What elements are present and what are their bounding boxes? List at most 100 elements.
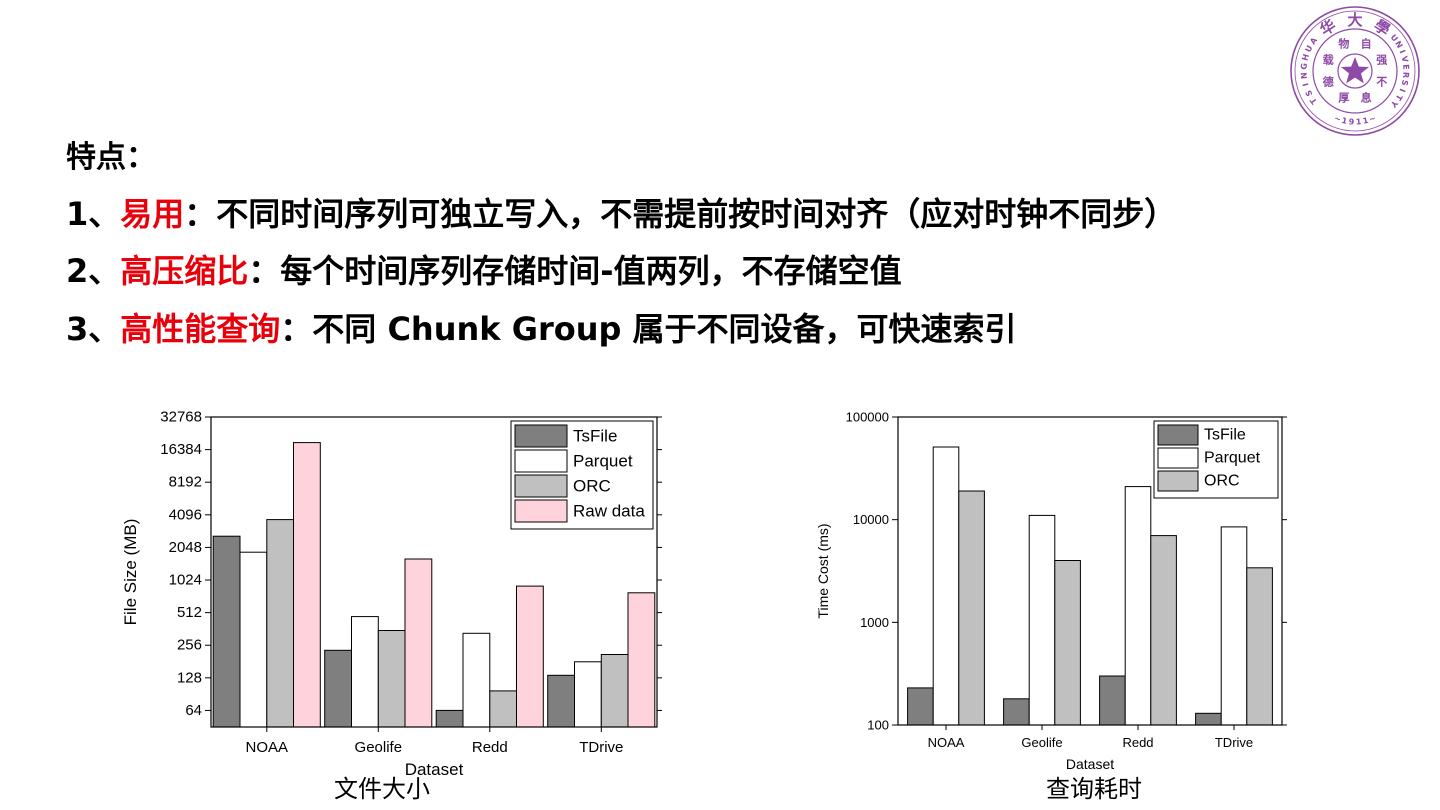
x-tick-label: Redd bbox=[472, 739, 508, 756]
y-axis-title: File Size (MB) bbox=[121, 519, 140, 626]
bar-parquet-tdrive bbox=[1220, 526, 1248, 726]
point-highlight: 高压缩比 bbox=[120, 252, 249, 290]
bar-tsfile-tdrive bbox=[547, 674, 576, 728]
bar-raw-data-redd bbox=[516, 585, 544, 728]
seal-glyph: R bbox=[1401, 72, 1410, 79]
seal-glyph: 自 bbox=[1361, 37, 1372, 51]
bar-parquet-redd bbox=[1124, 486, 1152, 726]
x-axis-title: Dataset bbox=[1066, 756, 1114, 772]
y-tick-label: 1000 bbox=[860, 615, 889, 630]
point-number: 1、 bbox=[66, 195, 121, 233]
bar-tsfile-tdrive bbox=[1195, 712, 1222, 726]
legend-swatch bbox=[514, 424, 568, 448]
file-size-chart-svg: NOAA Geolife Redd TDrive 64 128 256 512 1024 2048… bbox=[121, 409, 662, 779]
seal-glyph: S bbox=[1304, 88, 1315, 97]
bar-tsfile-redd bbox=[1099, 675, 1126, 726]
y-tick-label: 256 bbox=[177, 637, 202, 654]
point-number: 2、 bbox=[66, 252, 121, 290]
seal-glyph: 强 bbox=[1376, 53, 1387, 66]
point-number: 3、 bbox=[66, 310, 121, 348]
seal-glyph: 學 bbox=[1371, 16, 1393, 39]
y-tick-label: 16384 bbox=[160, 441, 202, 458]
x-tick-label: Geolife bbox=[355, 739, 403, 756]
seal-glyph: 息 bbox=[1361, 90, 1372, 104]
bar-orc-noaa bbox=[958, 490, 985, 726]
x-tick-label: TDrive bbox=[579, 739, 623, 756]
plot-frame bbox=[210, 416, 658, 728]
legend-label: Parquet bbox=[1204, 450, 1261, 467]
seal-glyph: I bbox=[1397, 87, 1406, 93]
bar-tsfile-noaa bbox=[907, 687, 934, 726]
legend-swatch bbox=[1157, 447, 1199, 469]
seal-glyph: 9 bbox=[1348, 117, 1355, 126]
seal-glyph: N bbox=[1299, 72, 1309, 79]
bar-tsfile-geolife bbox=[324, 649, 352, 728]
query-time-caption: 查询耗时 bbox=[1046, 775, 1142, 803]
x-tick-label: TDrive bbox=[1215, 735, 1253, 750]
y-tick-label: 128 bbox=[177, 669, 202, 686]
legend-label: TsFile bbox=[573, 427, 617, 446]
point-text: ：每个时间序列存储时间-值两列，不存储空值 bbox=[248, 252, 902, 290]
seal-glyph: U bbox=[1304, 44, 1315, 54]
query-time-chart: NOAA Geolife Redd TDrive 100 1000 10000 100000 D… bbox=[810, 400, 1290, 778]
y-tick-label: 4096 bbox=[169, 506, 202, 523]
x-axis-title: Dataset bbox=[405, 760, 464, 779]
legend-label: Parquet bbox=[573, 452, 633, 471]
seal-glyph: S bbox=[1400, 79, 1410, 87]
seal-glyph: 1 bbox=[1341, 116, 1349, 126]
seal-emblem-icon: 华大學TSINGHUA UNIVERSITY~1 9 1 1~自强不息厚德载物 bbox=[1290, 6, 1420, 136]
legend-swatch bbox=[514, 474, 568, 498]
seal-glyph: H bbox=[1301, 53, 1311, 62]
bar-orc-noaa bbox=[266, 519, 295, 728]
query-time-chart-svg: NOAA Geolife Redd TDrive 100 1000 10000 100000 D… bbox=[815, 410, 1287, 772]
seal-glyph: A bbox=[1308, 35, 1319, 46]
file-size-chart: NOAA Geolife Redd TDrive 64 128 256 512 1024 2048… bbox=[114, 400, 674, 785]
point-highlight: 易用 bbox=[120, 195, 185, 233]
feature-point-easy-to-use: 1、易用：不同时间序列可独立写入，不需提前按时间对齐（应对时钟不同步） bbox=[66, 192, 1176, 236]
point-text: ：不同时间序列可独立写入，不需提前按时间对齐（应对时钟不同步） bbox=[184, 195, 1177, 233]
legend-label: ORC bbox=[573, 477, 611, 496]
legend-swatch bbox=[514, 449, 568, 473]
seal-glyph: 华 bbox=[1317, 16, 1339, 39]
seal-glyph: T bbox=[1393, 93, 1404, 103]
seal-glyph: I bbox=[1301, 82, 1310, 87]
x-tick-label: Redd bbox=[1122, 735, 1153, 750]
y-axis-title: Time Cost (ms) bbox=[815, 523, 831, 618]
y-tick-label: 100000 bbox=[846, 410, 889, 425]
seal-glyph: 德 bbox=[1322, 75, 1334, 89]
seal-glyph: G bbox=[1299, 63, 1309, 70]
y-tick-label: 1024 bbox=[169, 572, 202, 589]
bar-parquet-geolife bbox=[1028, 514, 1056, 726]
point-highlight: 高性能查询 bbox=[120, 310, 281, 348]
bar-orc-geolife bbox=[1054, 560, 1081, 726]
x-tick-label: NOAA bbox=[246, 739, 289, 756]
legend-label: ORC bbox=[1204, 473, 1240, 490]
y-tick-label: 8192 bbox=[169, 474, 202, 491]
seal-glyph: N bbox=[1393, 39, 1404, 49]
seal-glyph: 大 bbox=[1347, 11, 1362, 29]
legend-swatch bbox=[1157, 424, 1199, 446]
feature-point-fast-query: 3、高性能查询：不同 Chunk Group 属于不同设备，可快速索引 bbox=[66, 307, 1017, 351]
bar-tsfile-geolife bbox=[1003, 698, 1030, 726]
seal-glyph: I bbox=[1397, 49, 1406, 55]
y-tick-label: 512 bbox=[177, 604, 202, 621]
seal-glyph: 1 bbox=[1356, 117, 1363, 126]
seal-glyph: V bbox=[1400, 55, 1410, 64]
bar-raw-data-geolife bbox=[404, 558, 433, 728]
bar-parquet-geolife bbox=[351, 616, 379, 728]
bar-orc-redd bbox=[1150, 535, 1177, 726]
seal-glyph: 物 bbox=[1338, 37, 1349, 51]
point-text: ：不同 Chunk Group 属于不同设备，可快速索引 bbox=[280, 310, 1017, 348]
plot-frame bbox=[897, 416, 1283, 726]
seal-glyph: Y bbox=[1389, 98, 1400, 109]
seal-glyph: T bbox=[1308, 96, 1319, 106]
bar-orc-geolife bbox=[377, 630, 406, 728]
y-tick-label: 32768 bbox=[160, 409, 202, 426]
legend-swatch bbox=[514, 499, 568, 523]
bar-orc-tdrive bbox=[1246, 567, 1273, 726]
university-seal: 华大學 T S I N G H U A U N I V E R S I T Y ~1 9 1 1 ~ 自强不息厚德载物 bbox=[1287, 5, 1423, 137]
seal-glyph: E bbox=[1401, 64, 1410, 70]
file-size-caption: 文件大小 bbox=[334, 775, 430, 803]
seal-glyph: 载 bbox=[1323, 52, 1334, 66]
